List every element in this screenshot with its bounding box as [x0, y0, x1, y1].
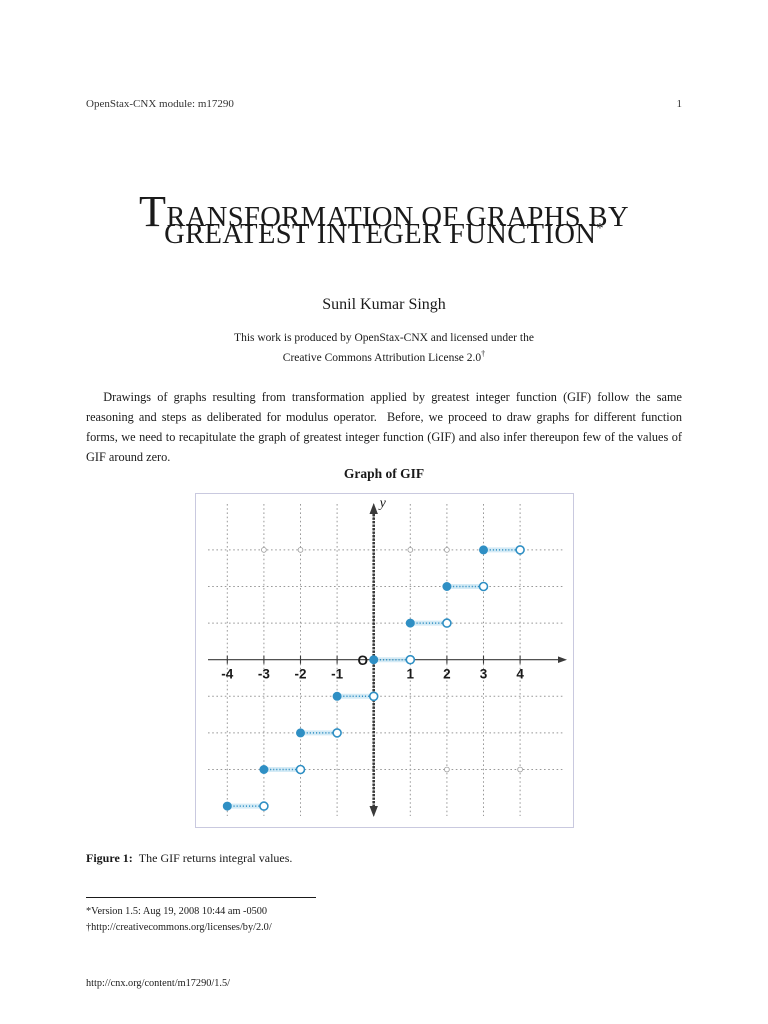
- svg-text:-1: -1: [331, 667, 343, 682]
- svg-text:O: O: [357, 653, 368, 668]
- svg-text:1: 1: [407, 667, 415, 682]
- svg-text:-3: -3: [258, 667, 270, 682]
- svg-text:2: 2: [443, 667, 451, 682]
- svg-text:y: y: [378, 496, 387, 511]
- svg-text:-2: -2: [294, 667, 306, 682]
- svg-text:4: 4: [516, 667, 524, 682]
- svg-text:-4: -4: [221, 667, 233, 682]
- svg-text:3: 3: [480, 667, 488, 682]
